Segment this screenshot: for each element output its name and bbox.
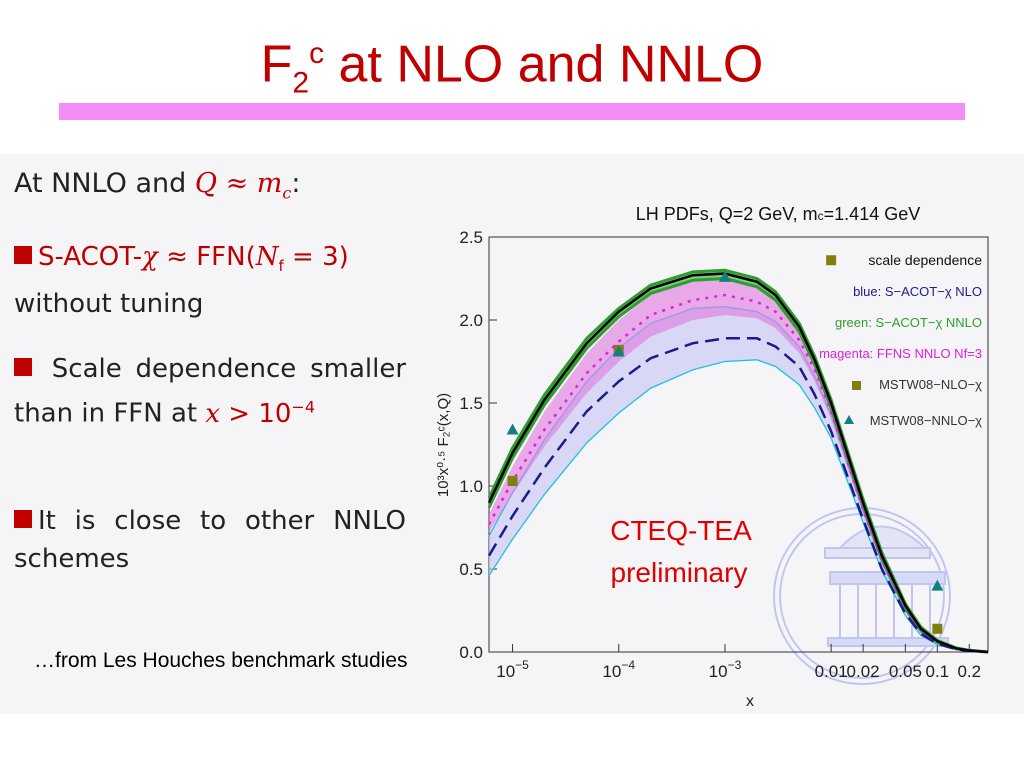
- y-axis-label: 10³x⁰·⁵ F₂ᶜ(x,Q): [435, 393, 452, 497]
- legend-entry: MSTW08−NLO−χ: [879, 377, 982, 392]
- x-tick-label: 0.01: [815, 662, 848, 681]
- y-tick-label: 0.5: [459, 560, 483, 579]
- bullet-square-icon: [14, 510, 32, 528]
- x-tick-label: 10−4: [602, 658, 635, 681]
- black-central-curve: [487, 272, 989, 654]
- legend-header: scale dependence: [868, 252, 982, 268]
- y-tick-label: 1.5: [459, 394, 483, 413]
- y-tick-label: 0.0: [459, 643, 483, 662]
- y-tick-label: 1.0: [459, 477, 483, 496]
- blue-central-curve: [487, 337, 989, 654]
- bullet-square-icon: [14, 246, 32, 264]
- magenta-central-curve: [487, 293, 989, 654]
- y-tick-label: 2.5: [459, 228, 483, 247]
- x-tick-label: 0.1: [926, 662, 950, 681]
- x-tick-label: 10−3: [709, 658, 742, 681]
- plot-frame: [488, 236, 989, 653]
- bullet-square-icon: [14, 358, 32, 376]
- mstw-nlo-marker: [507, 476, 518, 487]
- mstw-nnlo-marker: [718, 270, 731, 282]
- x-tick-label: 0.02: [847, 662, 880, 681]
- mstw-nnlo-marker: [506, 423, 519, 435]
- x-tick-label: 0.05: [889, 662, 922, 681]
- x-axis-label: x: [746, 693, 754, 710]
- blue-band: [489, 306, 988, 652]
- intro-line: At NNLO and Q ≈ mc:: [14, 168, 301, 203]
- mstw-nnlo-marker: [931, 579, 944, 591]
- annotation-cteq-tea: CTEQ-TEA: [610, 515, 752, 546]
- x-tick-label: 10−5: [496, 658, 529, 681]
- chart-title: LH PDFs, Q=2 GeV, mc=1.414 GeV: [636, 204, 920, 224]
- legend-square-marker: [852, 381, 861, 390]
- legend-entry: green: S−ACOT−χ NNLO: [835, 315, 982, 330]
- intro-math: Q ≈ mc: [194, 168, 292, 203]
- annotation-preliminary: preliminary: [611, 557, 748, 588]
- mstw-nlo-marker: [826, 255, 837, 266]
- title-divider: [59, 103, 965, 120]
- x-tick-label: 0.2: [957, 662, 981, 681]
- legend-triangle-marker: [844, 415, 854, 424]
- mstw-nlo-marker: [932, 623, 943, 634]
- bullet-close-to-nnlo: It is close to other NNLO schemes: [14, 506, 406, 574]
- legend-entry: MSTW08−NNLO−χ: [870, 413, 982, 428]
- legend-entry: blue: S−ACOT−χ NLO: [853, 284, 982, 299]
- slide-title: F2c at NLO and NNLO: [260, 35, 764, 100]
- mstw-nnlo-marker: [612, 345, 625, 357]
- watermark-logo: [773, 507, 951, 685]
- bullet-acot-ffn: S-ACOT-χ ≈ FFN(Nf = 3) without tuning: [14, 242, 349, 320]
- y-tick-label: 2.0: [459, 311, 483, 330]
- benchmark-note: …from Les Houches benchmark studies: [34, 649, 408, 672]
- bullet-scale-dependence: Scale dependence smaller than in FFN at …: [14, 354, 407, 429]
- legend-entry: magenta: FFNS NNLO Nf=3: [819, 346, 982, 361]
